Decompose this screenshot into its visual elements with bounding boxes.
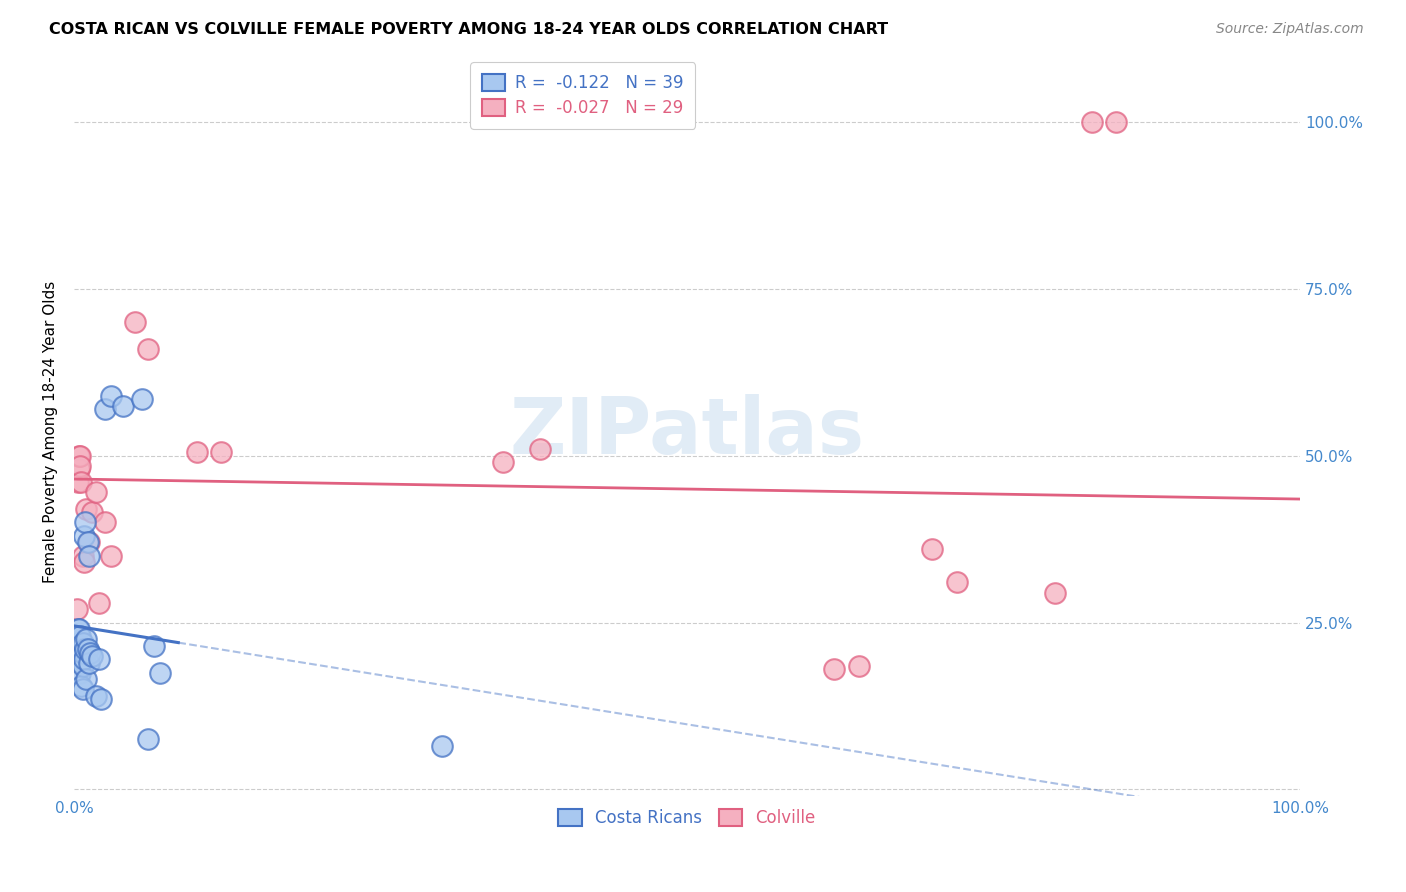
Point [100,549,122,563]
Text: COSTA RICAN VS COLVILLE FEMALE POVERTY AMONG 18-24 YEAR OLDS CORRELATION CHART: COSTA RICAN VS COLVILLE FEMALE POVERTY A… [49,22,889,37]
Point [75,516,97,530]
Point [136,342,159,356]
Point [67,648,90,663]
Point [430,739,453,753]
Point [93,516,115,530]
Point [66,475,89,490]
Point [66,622,89,636]
Point [70,475,93,490]
Point [72,549,94,563]
Point [76,535,98,549]
Point [82,505,104,519]
Point [75,642,97,657]
Point [75,632,97,647]
Point [73,556,96,570]
Point [69,629,91,643]
Point [93,401,115,416]
Point [72,646,94,660]
Point [67,622,90,636]
Point [73,652,96,666]
Text: Source: ZipAtlas.com: Source: ZipAtlas.com [1216,22,1364,37]
Y-axis label: Female Poverty Among 18-24 Year Olds: Female Poverty Among 18-24 Year Olds [44,281,58,583]
Point [66,635,89,649]
Legend: Costa Ricans, Colville: Costa Ricans, Colville [550,800,824,835]
Point [70,656,93,670]
Point [69,458,91,473]
Point [90,692,112,706]
Point [77,549,100,563]
Point [70,642,93,657]
Point [72,659,94,673]
Point [84,689,107,703]
Point [67,639,90,653]
Point [65,602,87,616]
Point [76,642,98,657]
Point [209,445,232,459]
Point [77,656,100,670]
Point [87,595,110,609]
Point [1105,115,1128,129]
Point [82,648,104,663]
Point [131,392,153,406]
Point [1080,115,1102,129]
Point [84,485,107,500]
Point [186,445,208,459]
Point [69,449,91,463]
Point [75,673,97,687]
Point [75,502,97,516]
Point [70,679,93,693]
Point [149,665,172,680]
Point [77,535,100,549]
Point [69,652,91,666]
Point [848,659,870,673]
Point [69,665,91,680]
Point [136,732,159,747]
Point [112,399,135,413]
Point [124,315,146,329]
Point [72,635,94,649]
Point [67,462,90,476]
Point [87,652,110,666]
Point [73,529,96,543]
Point [823,662,845,676]
Point [945,575,967,590]
Point [492,455,515,469]
Point [69,639,91,653]
Point [921,542,943,557]
Point [142,639,165,653]
Point [100,388,122,402]
Point [72,682,94,697]
Point [79,646,101,660]
Point [1043,585,1066,599]
Text: ZIPatlas: ZIPatlas [509,394,865,470]
Point [67,449,90,463]
Point [529,442,551,456]
